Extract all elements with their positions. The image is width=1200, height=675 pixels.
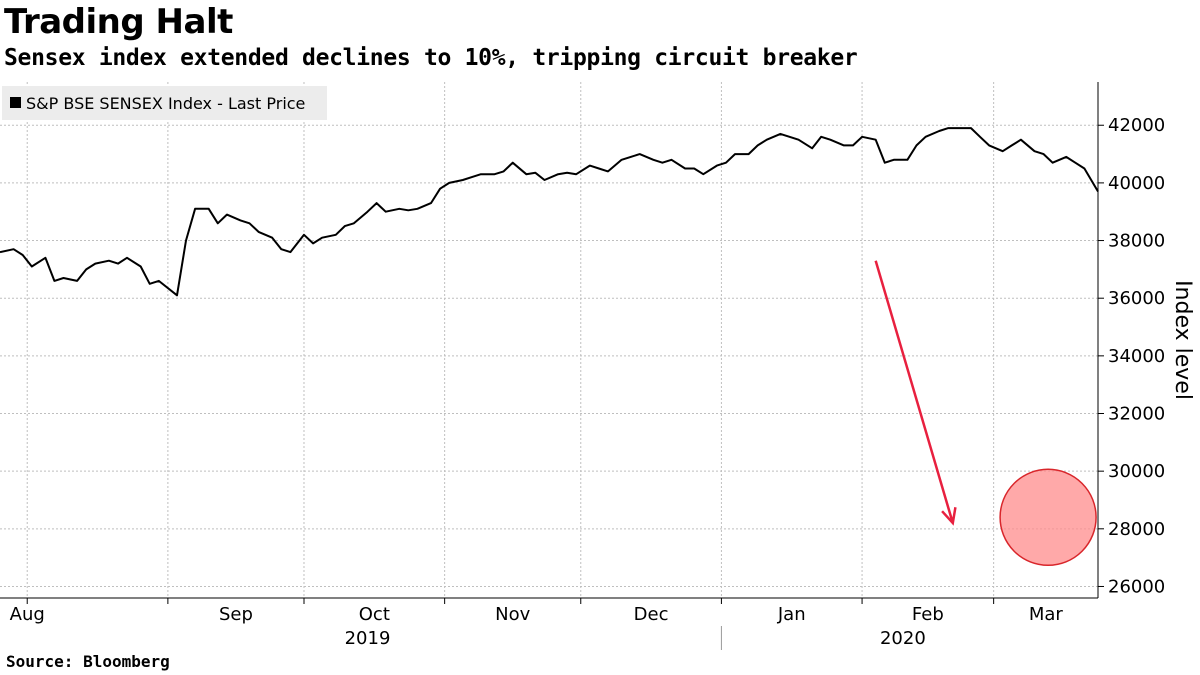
- gridlines: [0, 82, 1098, 598]
- source-note: Source: Bloomberg: [6, 652, 170, 671]
- x-tick-label: Mar: [1029, 604, 1064, 625]
- y-tick-label: 26000: [1108, 576, 1165, 597]
- y-tick-label: 30000: [1108, 461, 1165, 482]
- legend: S&P BSE SENSEX Index - Last Price: [2, 86, 327, 120]
- y-tick-label: 32000: [1108, 404, 1165, 425]
- x-tick-label: Feb: [912, 604, 944, 625]
- y-tick-label: 36000: [1108, 288, 1165, 309]
- x-tick-label: Aug: [10, 604, 45, 625]
- legend-background: [2, 86, 327, 120]
- axes: 26000 28000 30000 32000 34000 36000 38000 40000…: [0, 82, 1165, 650]
- y-tick-label: 34000: [1108, 346, 1165, 367]
- year-label: 2020: [880, 628, 926, 649]
- chart-subtitle: Sensex index extended declines to 10%, t…: [4, 45, 858, 71]
- annotations: [874, 260, 1097, 567]
- x-tick-label: Jan: [777, 604, 806, 625]
- y-tick-label: 42000: [1108, 115, 1165, 136]
- x-tick-label: Nov: [495, 604, 530, 625]
- y-axis-label: Index level: [1170, 280, 1195, 400]
- y-tick-label: 38000: [1108, 231, 1165, 252]
- sensex-line: [0, 127, 1099, 297]
- decline-arrow-head: [941, 507, 957, 526]
- chart-title: Trading Halt: [4, 2, 233, 42]
- x-tick-label: Sep: [219, 604, 253, 625]
- x-tick-label: Oct: [359, 604, 390, 625]
- circuit-breaker-highlight: [999, 468, 1097, 567]
- series: [0, 127, 1099, 297]
- y-tick-label: 28000: [1108, 519, 1165, 540]
- legend-swatch: [10, 97, 21, 108]
- y-tick-label: 40000: [1108, 173, 1165, 194]
- x-tick-label: Dec: [634, 604, 669, 625]
- legend-label: S&P BSE SENSEX Index - Last Price: [26, 94, 305, 113]
- year-label: 2019: [345, 628, 391, 649]
- decline-arrow: [874, 260, 955, 524]
